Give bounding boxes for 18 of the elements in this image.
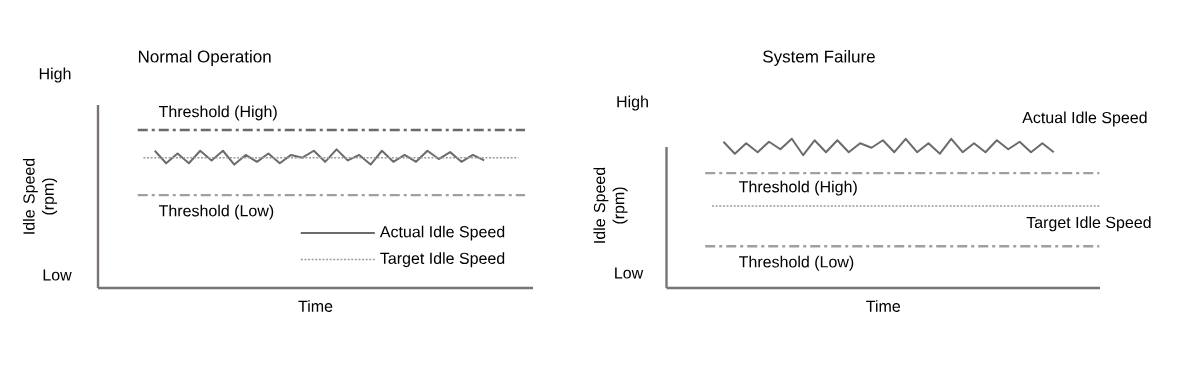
- chart-title: System Failure: [763, 50, 875, 66]
- x-axis-title: Time: [866, 300, 901, 312]
- ref-line-label: Threshold (High): [739, 180, 857, 196]
- text: Low: [615, 267, 644, 279]
- ref-line-label: Threshold (Low): [739, 255, 854, 271]
- text: Low: [43, 269, 72, 281]
- legend-label: Target Idle Speed: [380, 252, 505, 268]
- chart-title: Normal Operation: [138, 50, 271, 66]
- ref-line-label: Threshold (Low): [158, 204, 274, 220]
- series-label: Target Idle Speed: [1026, 216, 1151, 232]
- ref-line-label: Threshold (High): [158, 105, 277, 121]
- series-label: Actual Idle Speed: [1022, 111, 1147, 127]
- y-axis-title: Idle Speed (rpm): [22, 158, 58, 234]
- legend-label: Actual Idle Speed: [379, 225, 505, 241]
- text: High: [39, 67, 71, 83]
- y-axis-title: Idle Speed (rpm): [593, 167, 628, 243]
- text: High: [617, 95, 648, 111]
- x-axis-title: Time: [298, 300, 333, 312]
